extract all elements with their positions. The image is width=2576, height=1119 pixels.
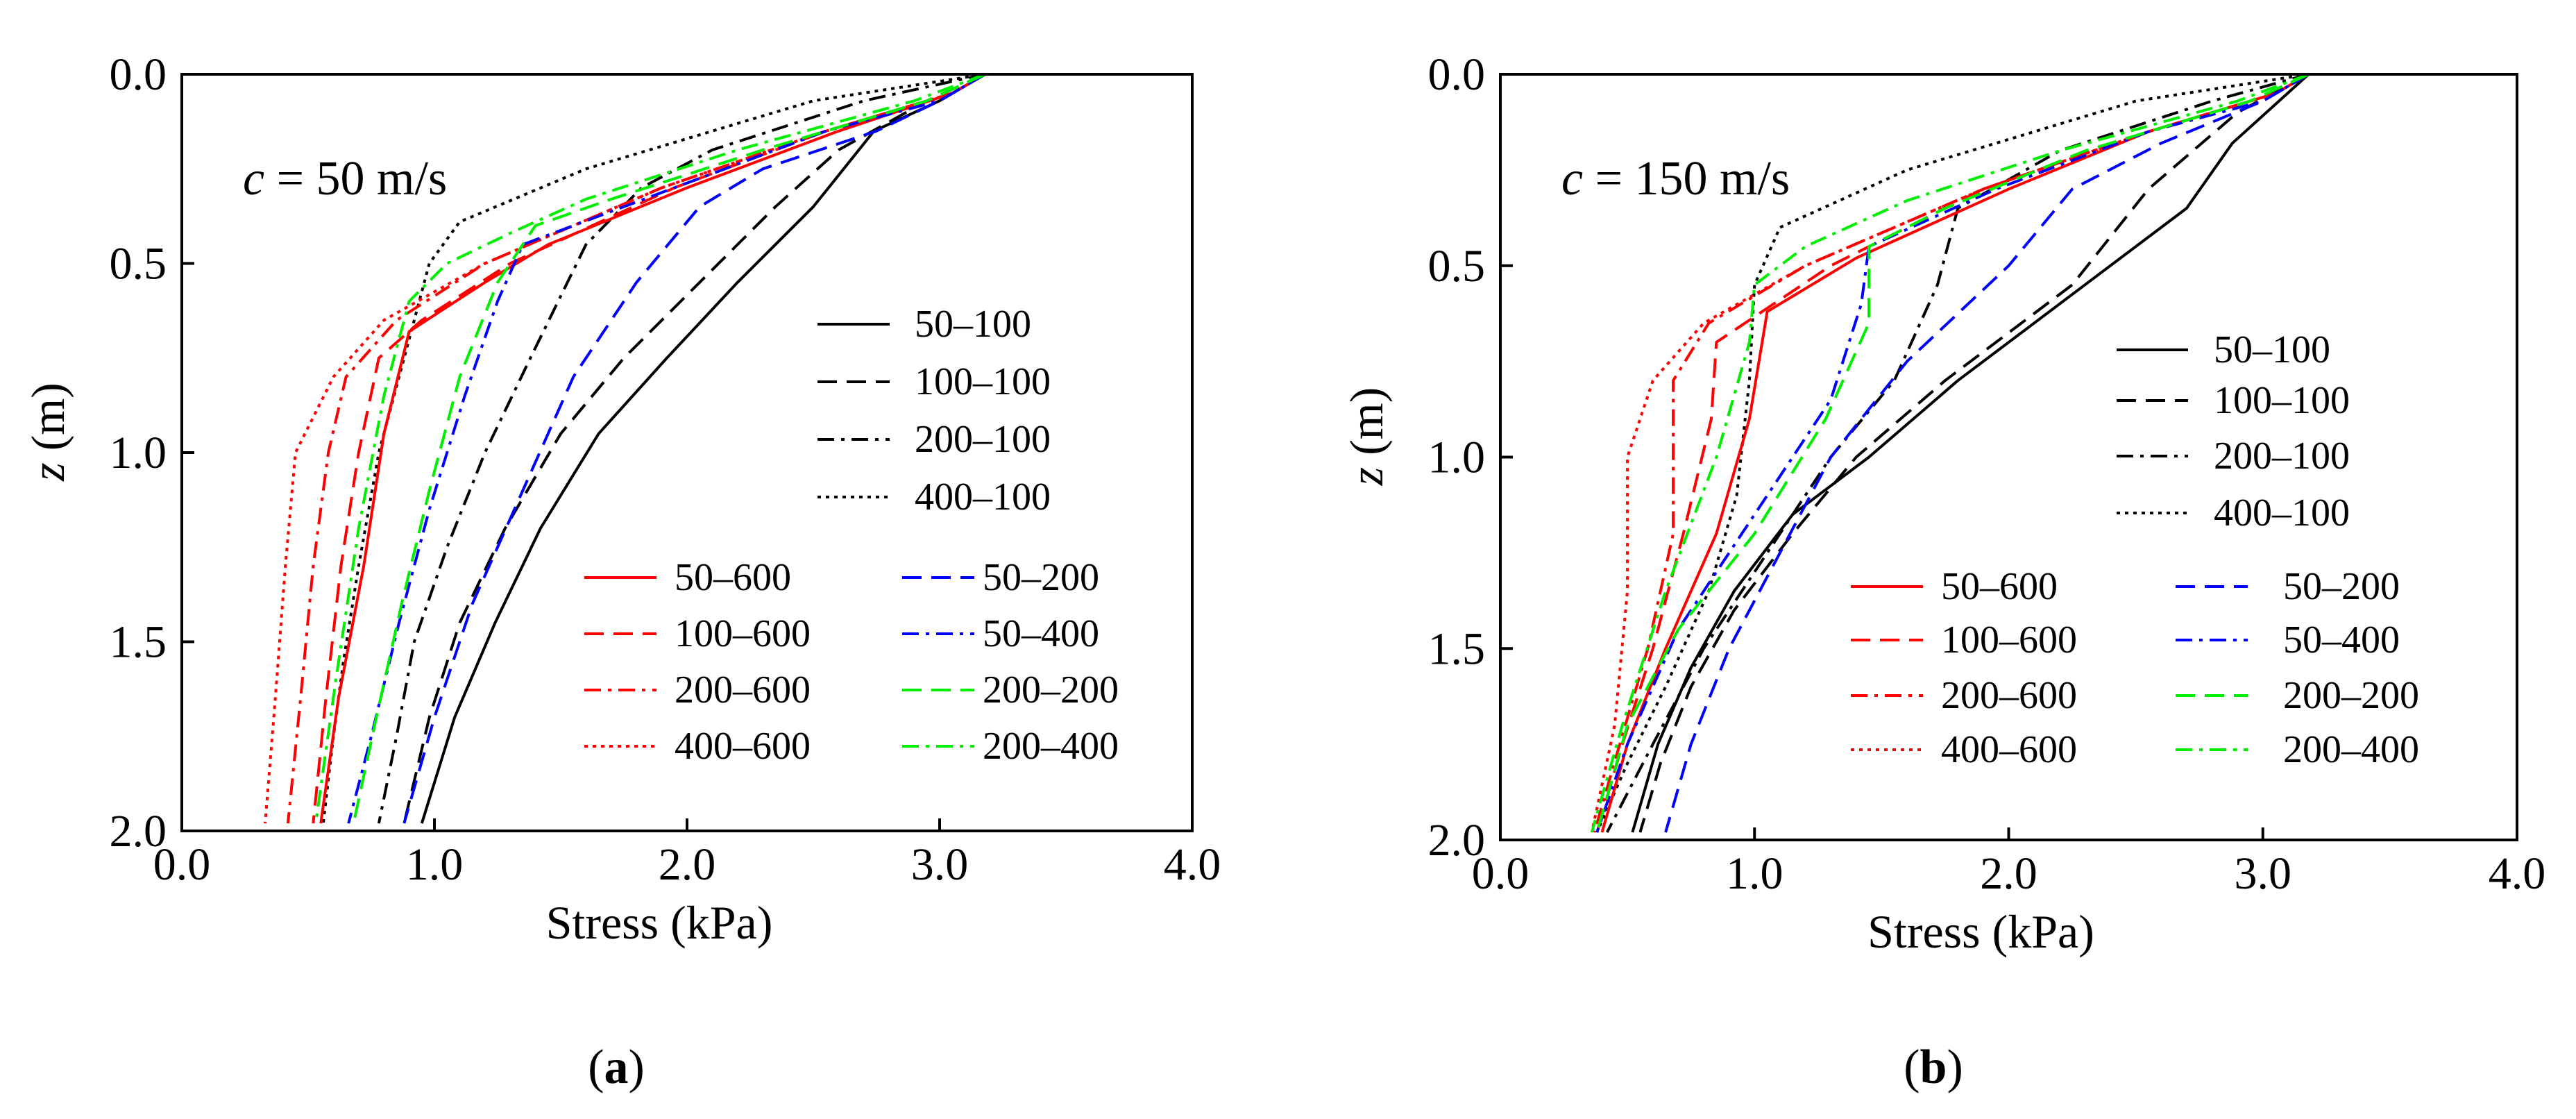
annotation-symbol: c [1561,152,1583,205]
legend-label-200–600: 200–600 [675,668,811,712]
y-tick-label: 2.0 [1428,815,1486,866]
x-tick-label: 3.0 [911,839,969,890]
velocity-annotation: c = 150 m/s [1561,152,1790,205]
y-tick-label: 0.0 [110,49,167,100]
legend-label-50–200: 50–200 [2283,565,2400,608]
x-tick-label: 4.0 [1164,839,1221,890]
annotation-text: = 50 m/s [264,152,447,205]
y-axis-symbol: z [1340,467,1393,486]
legend-label-50–200: 50–200 [983,556,1099,599]
series-line-100–100 [1638,74,2310,833]
legend-label-200–200: 200–200 [983,668,1119,712]
legend-label-200–100: 200–100 [2214,435,2350,478]
legend-label-100–600: 100–600 [675,612,811,655]
panel-label: (b) [1904,1041,1963,1094]
velocity-annotation: c = 50 m/s [243,152,447,205]
x-axis-title: Stress (kPa) [546,896,773,949]
annotation-symbol: c [243,152,264,205]
series-group [264,74,986,824]
legend-label-400–600: 400–600 [1941,728,2077,771]
legend-label-100–600: 100–600 [1941,619,2077,662]
x-tick-label: 0.0 [153,839,211,890]
x-tick-label: 2.0 [659,839,716,890]
series-line-50–100 [1631,74,2310,833]
legend-label-200–400: 200–400 [2283,728,2419,771]
series-line-50–200 [402,74,986,824]
legend-label-50–100: 50–100 [915,303,1031,346]
legend-label-200–400: 200–400 [983,725,1119,768]
legend-label-400–600: 400–600 [675,725,811,768]
x-axis-title: Stress (kPa) [1867,905,2094,958]
x-tick-label: 4.0 [2489,848,2546,899]
series-group [1590,74,2310,833]
y-tick-label: 0.5 [1428,241,1486,292]
series-line-200–200 [1595,74,2310,833]
panel-b: 0.0 1.0 2.0 3.0 4.0 0.0 0.5 1.0 1.5 2.0 Stress (kP… [1340,49,2545,1094]
series-line-200–200 [352,74,986,824]
series-line-50–200 [1664,74,2310,833]
y-axis-unit: (m) [1340,387,1393,467]
series-line-200–100 [1606,74,2310,833]
x-tick-label: 1.0 [1726,848,1783,899]
series-line-400–100 [321,74,985,824]
legend-label-400–100: 400–100 [915,476,1051,519]
x-tick-label: 3.0 [2235,848,2292,899]
series-line-200–400 [314,74,986,824]
y-axis-title: z (m) [1340,387,1393,487]
legend-label-200–600: 200–600 [1941,674,2077,717]
y-tick-label: 2.0 [110,806,167,857]
legend-label-100–100: 100–100 [915,360,1051,403]
x-tick-label: 2.0 [1980,848,2037,899]
series-line-200–100 [377,74,985,824]
y-tick-label: 0.5 [110,239,167,289]
legend-label-50–100: 50–100 [2214,328,2330,371]
series-line-200–400 [1590,74,2310,833]
legend-label-200–200: 200–200 [2283,674,2419,717]
x-tick-label: 1.0 [406,839,464,890]
annotation-text: = 150 m/s [1583,152,1790,205]
y-tick-label: 1.5 [1428,623,1486,674]
y-tick-label: 1.5 [110,617,167,668]
y-tick-label: 1.0 [1428,432,1486,483]
panel-label: (a) [588,1041,645,1094]
legend-label-50–600: 50–600 [675,556,791,599]
y-tick-label: 0.0 [1428,49,1486,100]
legend-label-50–400: 50–400 [2283,619,2400,662]
y-axis-title: z (m) [22,382,74,482]
series-line-400–100 [1595,74,2310,833]
legend-label-50–600: 50–600 [1941,565,2058,608]
legend-label-100–100: 100–100 [2214,379,2350,422]
y-axis-symbol: z [22,462,74,481]
legend-label-200–100: 200–100 [915,418,1051,461]
panel-a: 0.0 1.0 2.0 3.0 4.0 0.0 0.5 1.0 1.5 2.0 Stress (kP… [22,49,1221,1094]
y-tick-label: 1.0 [110,428,167,478]
x-tick-label: 0.0 [1472,848,1530,899]
y-axis-unit: (m) [22,382,74,462]
legend-label-50–400: 50–400 [983,612,1099,655]
legend-label-400–100: 400–100 [2214,491,2350,535]
